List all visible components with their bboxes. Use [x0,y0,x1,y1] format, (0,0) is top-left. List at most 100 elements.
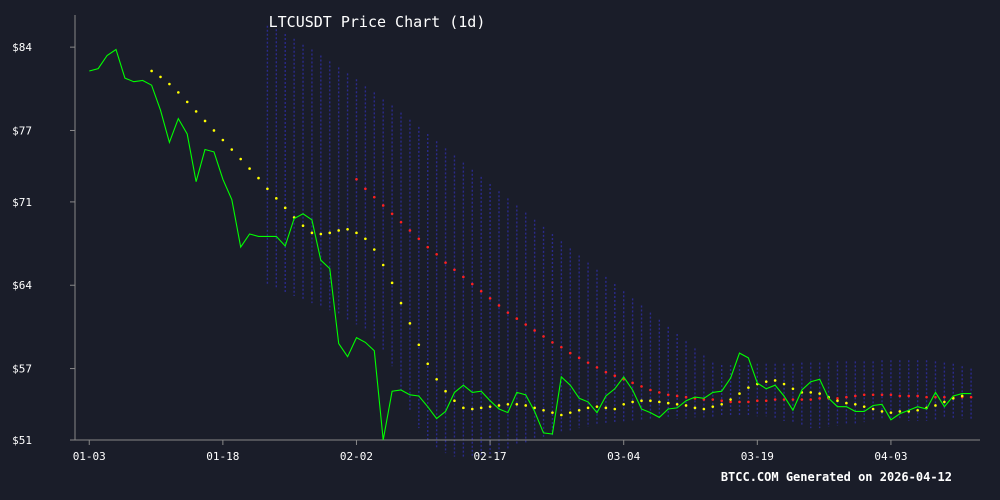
ma-short-point [479,406,483,410]
ma-long-point [408,229,412,232]
ma-short-point [310,231,314,235]
ma-long-point [907,394,911,398]
ma-short-point [889,411,893,414]
ma-short-point [462,406,465,410]
ma-long-point [969,395,973,399]
ma-long-point [809,398,813,401]
ma-long-point [862,393,866,397]
ma-short-point [515,402,519,406]
ma-long-point [773,398,777,401]
ma-short-point [453,399,456,403]
ma-short-point [524,404,528,407]
ma-short-point [684,404,688,407]
ma-short-point [444,389,447,393]
ma-long-point [916,394,919,398]
x-tick-label: 02-17 [474,450,507,463]
ma-short-point [355,231,358,235]
ma-short-point [658,400,661,404]
ma-long-point [836,397,839,400]
price-line [89,48,972,441]
ma-long-point [889,393,893,397]
ma-long-point [426,245,430,249]
axis-layer: $51 $57 $64 $71 $77 $84 01-03 01-18 02-02 02-17 03… [12,15,980,463]
ma-long-point [631,381,634,385]
ma-short-point [203,119,207,123]
ma-short-point [248,167,251,170]
ma-long-point [488,297,492,300]
ma-long-point [684,395,688,399]
ma-short-point [212,129,216,132]
ma-short-point [622,402,626,406]
ma-long-point [800,398,804,401]
ma-long-point [595,366,599,369]
ma-short-point [649,399,652,403]
ma-short-point [577,408,581,412]
ma-short-point [943,400,946,404]
ma-short-point [871,407,875,411]
ma-short-point [275,197,278,200]
ma-short-point [551,411,554,414]
ma-long-point [711,398,715,401]
ma-short-point [506,402,510,406]
ma-long-point [390,212,394,216]
ma-long-point [577,356,581,360]
ma-short-point [381,263,385,267]
ma-short-point [337,229,340,232]
ma-long-point [729,400,732,404]
ma-short-point [666,401,670,405]
ma-short-point [764,380,768,383]
ma-short-point [257,176,260,180]
ma-short-point [426,362,430,366]
ma-short-point [720,402,723,406]
ma-long-point [533,329,536,332]
y-tick-label: $51 [12,434,32,447]
x-tick-label: 02-02 [340,450,373,463]
ma-long-point [880,393,884,397]
ma-short-point [408,322,412,325]
ma-short-point [346,227,349,231]
ma-long-point [372,195,376,199]
ma-long-point [586,361,590,364]
ma-short-point [239,157,242,161]
ma-short-point [773,379,777,382]
ma-long-point [399,220,403,224]
ma-short-point [185,100,189,104]
ma-long-point [818,397,821,400]
ma-short-layer [150,69,964,417]
ma-long-point [898,394,902,398]
ma-short-point [711,405,715,408]
ma-short-point [560,413,563,417]
ma-long-point [702,398,706,401]
ma-short-point [586,406,590,410]
ma-short-point [194,110,198,113]
ma-long-point [782,398,786,401]
ma-long-point [453,268,456,272]
ma-long-point [604,370,608,374]
ma-short-point [488,405,492,408]
ma-short-point [417,343,421,347]
ma-short-point [862,405,866,408]
ma-short-point [818,392,821,395]
y-tick-label: $71 [12,196,32,209]
ma-short-point [747,386,750,389]
ma-short-point [364,237,367,241]
x-tick-label: 03-19 [741,450,774,463]
ma-short-point [390,281,394,285]
ma-long-point [853,394,857,398]
y-tick-label: $57 [12,363,32,376]
ma-short-point [640,399,643,403]
price-layer [89,48,972,441]
ma-long-point [479,289,483,293]
ma-short-point [301,224,305,228]
ma-short-point [693,406,697,410]
ma-long-point [756,399,759,403]
ma-long-point [738,400,741,404]
x-tick-label: 01-03 [73,450,106,463]
ma-short-point [960,394,964,398]
ma-short-point [853,402,857,406]
y-tick-label: $77 [12,124,32,137]
ma-short-point [934,404,937,407]
ma-long-point [925,395,928,399]
y-tick-label: $64 [12,279,32,292]
